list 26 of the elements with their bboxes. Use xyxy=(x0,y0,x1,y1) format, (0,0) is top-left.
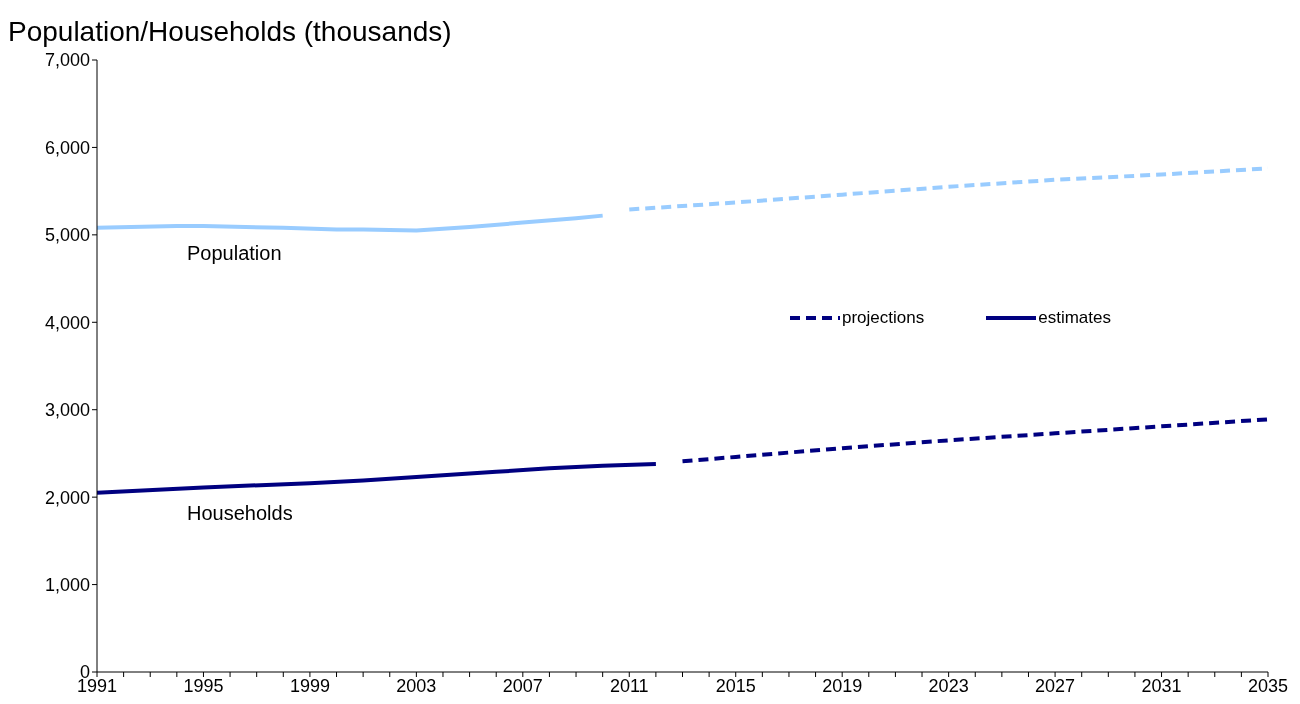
x-tick-label: 1995 xyxy=(183,675,224,696)
x-tick-label: 1999 xyxy=(289,675,330,696)
annotation: Households xyxy=(187,502,293,525)
y-tick-label: 5,000 xyxy=(44,225,90,246)
y-tick-label: 1,000 xyxy=(44,574,90,595)
y-tick-label: 7,000 xyxy=(44,50,90,71)
x-tick-label: 2035 xyxy=(1247,675,1289,696)
legend-label: estimates xyxy=(1038,308,1111,328)
legend-label: projections xyxy=(842,308,925,328)
y-tick-label: 3,000 xyxy=(44,400,90,421)
x-tick-label: 2015 xyxy=(715,675,756,696)
x-tick-label: 2031 xyxy=(1141,675,1182,696)
y-tick-label: 4,000 xyxy=(44,312,90,333)
x-tick-label: 2023 xyxy=(928,675,969,696)
line-series xyxy=(97,213,605,233)
y-tick-label: 6,000 xyxy=(44,137,90,158)
x-tick-label: 2007 xyxy=(502,675,543,696)
y-tick-label: 2,000 xyxy=(44,487,90,508)
x-tick-label: 2003 xyxy=(396,675,437,696)
annotation: Population xyxy=(187,242,282,265)
x-tick-label: 2027 xyxy=(1035,675,1076,696)
line-series xyxy=(97,461,658,495)
x-tick-label: 2011 xyxy=(609,675,649,696)
line-series xyxy=(680,417,1268,464)
y-axis-title: Population/Households (thousands) xyxy=(8,16,452,48)
x-tick-label: 2019 xyxy=(822,675,863,696)
